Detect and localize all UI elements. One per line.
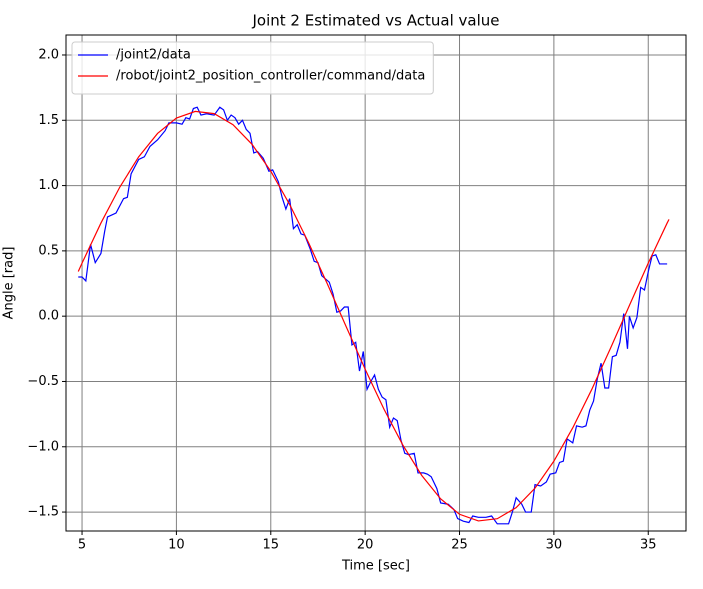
x-tick-label: 25 <box>451 538 468 553</box>
x-tick-label: 20 <box>357 538 374 553</box>
y-tick-label: 2.0 <box>38 47 59 62</box>
x-tick-label: 30 <box>546 538 563 553</box>
x-tick-label: 15 <box>263 538 280 553</box>
data-line <box>78 106 668 525</box>
legend-box <box>71 41 434 95</box>
plot-area <box>77 106 670 525</box>
legend-label: /robot/joint2_position_controller/comman… <box>116 69 425 84</box>
data-line <box>77 110 670 522</box>
x-tick-label: 35 <box>640 538 657 553</box>
y-tick-label: −0.5 <box>27 374 59 389</box>
x-tick-label: 5 <box>78 538 86 553</box>
axes-frame <box>65 34 687 532</box>
x-axis-label: Time [sec] <box>341 559 410 574</box>
x-tick-label: 10 <box>168 538 185 553</box>
y-tick-label: 1.5 <box>38 113 59 128</box>
legend: /joint2/data/robot/joint2_position_contr… <box>71 41 434 95</box>
chart-title: Joint 2 Estimated vs Actual value <box>252 12 500 30</box>
y-tick-label: −1.0 <box>27 439 59 454</box>
y-tick-label: 0.5 <box>38 243 59 258</box>
y-axis-label: Angle [rad] <box>2 247 17 320</box>
y-tick-label: 0.0 <box>38 309 59 324</box>
y-tick-label: −1.5 <box>27 505 59 520</box>
y-tick-label: 1.0 <box>38 178 59 193</box>
legend-label: /joint2/data <box>116 48 191 63</box>
